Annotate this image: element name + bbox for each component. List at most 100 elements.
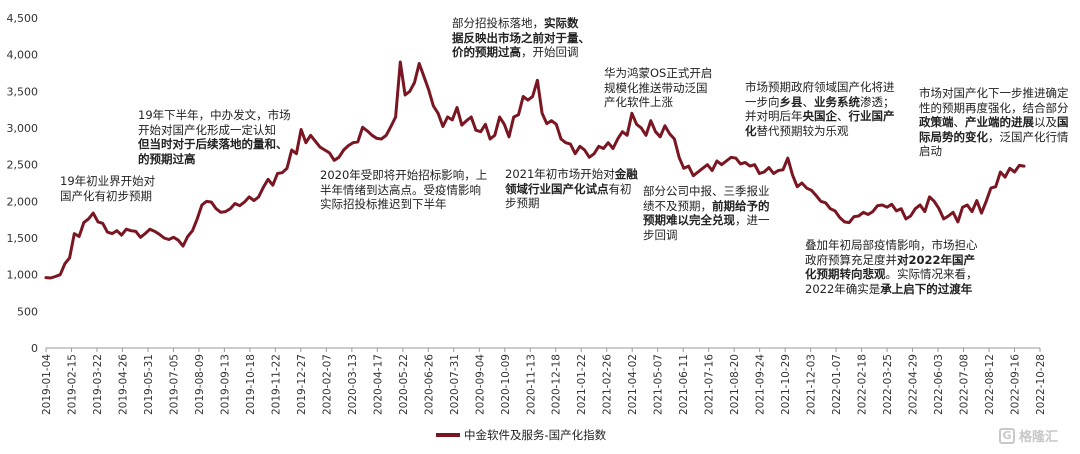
watermark-text: 格隆汇 — [1018, 430, 1058, 445]
annotation-line: 步预期 — [505, 196, 638, 211]
x-tick-label: 2022-01-07 — [831, 354, 843, 415]
annotation-line: 但当时对于后续落地的量和、 — [138, 137, 291, 152]
watermark-logo-icon: G — [998, 427, 1015, 444]
annotation-line: 启动 — [919, 144, 1069, 159]
x-tick-label: 2019-07-05 — [168, 354, 180, 415]
annotation-text: 19年初业界开始对 — [60, 174, 156, 188]
annotation-line: 半年情绪到达高点。受疫情影响 — [320, 183, 487, 198]
annotation-line: 绩不及预期，前期给予的 — [643, 199, 770, 214]
x-tick-label: 2019-11-22 — [270, 354, 282, 415]
annotation-2022-early: 叠加年初局部疫情影响，市场担心 政府预算充足度并对2022年国产 化预期转向悲观。实… — [805, 238, 978, 296]
annotation-text: ，泛国产化行情 — [988, 129, 1069, 144]
annotation-text: 叠加年初局部疫情影响，市场担心 — [805, 238, 978, 252]
x-tick-label: 2020-02-07 — [321, 354, 333, 415]
annotation-text: 华为鸿蒙OS正式开启 — [604, 66, 713, 80]
annotation-text-bold: 据反映出市场之前对于量、 — [452, 30, 590, 45]
x-tick-label: 2020-04-17 — [372, 354, 384, 415]
x-tick-label: 2020-03-13 — [347, 354, 359, 415]
series-line-index — [44, 60, 1026, 280]
annotation-line: 预期难以完全兑现，进一 — [643, 213, 770, 228]
annotation-2021-end: 市场预期政府领域国产化将进 一步向乡县、业务系统渗透； 并对明后年央国企、行业国产化… — [745, 80, 895, 138]
annotation-text: ，进一 — [735, 213, 770, 227]
x-tick-label: 2021-10-29 — [780, 354, 792, 415]
annotation-text: 、 — [837, 109, 849, 123]
annotation-text: 市场对国产化下一步推进确定 — [919, 86, 1069, 100]
annotation-text: 部分公司中报、三季报业 — [643, 184, 770, 198]
annotation-text-bold: 承上启下的过渡年 — [880, 281, 973, 296]
annotation-line: 市场预期政府领域国产化将进 — [745, 80, 895, 95]
annotation-line: 19年初业界开始对 — [60, 174, 155, 189]
x-tick-label: 2019-10-18 — [245, 354, 257, 415]
annotation-text-bold: 际局势的变化 — [919, 129, 988, 144]
x-tick-label: 2020-12-18 — [551, 354, 563, 415]
x-tick-label: 2019-12-27 — [296, 354, 308, 415]
annotation-text: 替代预期较为乐观 — [756, 123, 849, 138]
x-axis-ticks: 2019-01-04 2019-02-15 2019-03-22 2019-04-26… — [41, 348, 1047, 415]
x-tick-label: 2019-01-04 — [41, 354, 53, 415]
y-tick-label: 2,500 — [7, 159, 39, 172]
y-tick-label: 500 — [17, 305, 38, 318]
annotation-2020-h2: 部分招投标落地，实际数 据反映出市场之前对于量、 价的预期过高，开始回调 — [452, 16, 590, 60]
annotation-line: 实际招投标推迟到下半年 — [320, 197, 487, 212]
annotation-text-bold: 预期难以完全兑现 — [643, 213, 735, 227]
annotation-2020-h1: 2020年受即将开始招标影响，上 半年情绪到达高点。受疫情影响 实际招投标推迟到下半… — [320, 168, 487, 212]
x-tick-label: 2020-06-26 — [423, 354, 435, 415]
annotation-text: 半年情绪到达高点。受疫情影响 — [320, 182, 481, 197]
annotation-line: 2021年初市场开始对金融 — [505, 167, 638, 182]
annotation-text: 2021年初市场开始对 — [505, 167, 615, 181]
annotation-text: 政府预算充足度并 — [805, 252, 897, 267]
annotation-text-bold: 国 — [1057, 115, 1069, 129]
y-tick-label: 2,000 — [7, 195, 39, 208]
x-tick-label: 2022-02-18 — [857, 354, 869, 415]
annotation-text-bold: 化预期转向悲观 — [805, 267, 886, 281]
annotation-text: 以及 — [1034, 115, 1057, 129]
annotation-text: 。实际情况来看， — [885, 267, 978, 281]
annotation-line: 政策端、产业端的进展以及国 — [919, 115, 1069, 130]
annotation-line: 性的预期再度强化，结合部分 — [919, 101, 1069, 116]
annotation-text: 启动 — [919, 144, 942, 158]
annotation-line: 一步向乡县、业务系统渗透； — [745, 95, 895, 110]
annotation-text-bold: 价的预期过高 — [452, 45, 521, 59]
y-tick-label: 1,000 — [7, 269, 39, 282]
annotation-text: 并对明后年 — [745, 109, 803, 123]
annotation-text: 19年下半年，中办发文，市场 — [138, 108, 291, 122]
annotation-text: 国产化有初步预期 — [60, 188, 152, 203]
annotation-text: 有初 — [608, 181, 632, 196]
annotation-line: 的预期过高 — [138, 152, 291, 167]
x-tick-label: 2022-04-29 — [908, 354, 920, 415]
annotation-2019-h2: 19年下半年，中办发文，市场 开始对国产化形成一定认知 但当时对于后续落地的量和、的… — [138, 108, 291, 166]
annotation-line: 部分招投标落地，实际数 — [452, 16, 590, 31]
annotation-text: 性的预期再度强化，结合部分 — [919, 100, 1069, 115]
annotation-text-bold: 的预期过高 — [138, 151, 196, 166]
annotation-text-bold: 前期给予的 — [712, 198, 770, 213]
x-tick-label: 2020-09-04 — [474, 354, 486, 415]
x-tick-label: 2021-07-16 — [704, 354, 716, 415]
annotation-text: 2020年受即将开始招标影响，上 — [320, 168, 488, 182]
annotation-text: 产化软件上涨 — [604, 95, 673, 109]
x-tick-label: 2022-06-03 — [933, 354, 945, 415]
annotation-text: 渗透； — [860, 94, 895, 109]
y-tick-label: 3,500 — [7, 85, 39, 98]
x-tick-label: 2021-06-11 — [678, 354, 690, 415]
annotation-text-bold: 行业国产 — [848, 109, 895, 123]
annotation-text-bold: 金融 — [614, 167, 638, 181]
x-tick-label: 2021-12-03 — [806, 354, 818, 415]
x-tick-label: 2019-04-26 — [117, 354, 129, 415]
annotation-text: 2022年确实是 — [805, 281, 881, 296]
annotation-text-bold: 政策端 — [919, 115, 954, 129]
annotation-line: 政府预算充足度并对2022年国产 — [805, 253, 978, 268]
x-tick-label: 2020-05-22 — [398, 354, 410, 415]
x-tick-label: 2020-07-31 — [449, 354, 461, 415]
annotation-text-bold: 业务系统 — [814, 94, 860, 109]
annotation-line: 际局势的变化，泛国产化行情 — [919, 130, 1069, 145]
x-tick-label: 2019-08-09 — [194, 354, 206, 415]
annotation-text: 步预期 — [505, 196, 540, 210]
annotation-line: 化预期转向悲观。实际情况来看， — [805, 267, 978, 282]
annotation-line: 产化软件上涨 — [604, 95, 712, 110]
legend-label: 中金软件及服务-国产化指数 — [464, 428, 607, 442]
annotation-line: 规模化推送带动泛国 — [604, 81, 712, 96]
annotation-text-bold: 化 — [745, 123, 757, 138]
annotation-line: 并对明后年央国企、行业国产 — [745, 109, 895, 124]
annotation-line: 市场对国产化下一步推进确定 — [919, 86, 1069, 101]
annotation-line: 叠加年初局部疫情影响，市场担心 — [805, 238, 978, 253]
